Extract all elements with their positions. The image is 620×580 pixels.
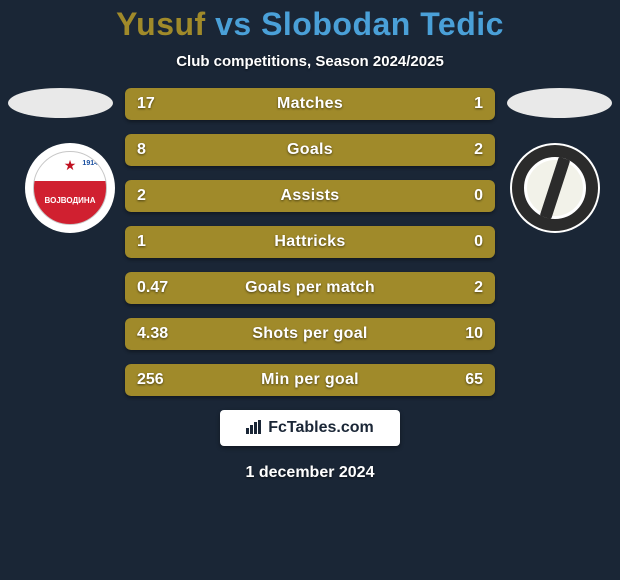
stat-label: Goals per match — [245, 279, 375, 297]
vs-separator: vs — [215, 6, 252, 42]
star-icon: ★ — [64, 158, 77, 173]
comparison-title: Yusuf vs Slobodan Tedic — [0, 0, 620, 43]
content-area: ★ 1914 ВОЈВОДИНА 17 Matches 1 8 Goals 2 2 Assis… — [0, 88, 620, 482]
stat-row: 256 Min per goal 65 — [125, 364, 495, 396]
player1-name: Yusuf — [116, 6, 206, 42]
stat-value-right: 65 — [465, 371, 483, 389]
stat-label: Hattricks — [274, 233, 345, 251]
stat-row: 2 Assists 0 — [125, 180, 495, 212]
stat-row: 0.47 Goals per match 2 — [125, 272, 495, 304]
stat-value-left: 4.38 — [137, 325, 168, 343]
player2-name: Slobodan Tedic — [261, 6, 504, 42]
stat-value-left: 0.47 — [137, 279, 168, 297]
chart-icon — [246, 420, 262, 437]
stat-rows: 17 Matches 1 8 Goals 2 2 Assists 0 1 Hattricks 0 0.4… — [125, 88, 495, 396]
stat-row: 4.38 Shots per goal 10 — [125, 318, 495, 350]
brand-badge: FcTables.com — [220, 410, 400, 446]
footer-date: 1 december 2024 — [0, 464, 620, 482]
badge-left-text: ВОЈВОДИНА — [34, 197, 106, 206]
stat-value-left: 17 — [137, 95, 155, 113]
stat-row: 1 Hattricks 0 — [125, 226, 495, 258]
subtitle: Club competitions, Season 2024/2025 — [0, 53, 620, 70]
stat-label: Goals — [287, 141, 333, 159]
badge-left-year: 1914 — [82, 160, 98, 168]
club-badge-right — [510, 143, 600, 233]
stat-value-right: 1 — [474, 95, 483, 113]
stat-label: Assists — [280, 187, 339, 205]
stat-row: 17 Matches 1 — [125, 88, 495, 120]
stat-row: 8 Goals 2 — [125, 134, 495, 166]
stat-value-right: 0 — [474, 187, 483, 205]
stat-value-right: 2 — [474, 279, 483, 297]
stat-value-left: 2 — [137, 187, 146, 205]
stat-label: Min per goal — [261, 371, 359, 389]
stat-value-right: 10 — [465, 325, 483, 343]
stat-label: Matches — [277, 95, 343, 113]
player2-photo-placeholder — [507, 88, 612, 118]
brand-text: FcTables.com — [268, 419, 374, 437]
club-badge-left: ★ 1914 ВОЈВОДИНА — [25, 143, 115, 233]
stat-label: Shots per goal — [252, 325, 367, 343]
stat-value-left: 256 — [137, 371, 164, 389]
stat-value-right: 0 — [474, 233, 483, 251]
stat-value-right: 2 — [474, 141, 483, 159]
stat-value-left: 8 — [137, 141, 146, 159]
player1-photo-placeholder — [8, 88, 113, 118]
stat-value-left: 1 — [137, 233, 146, 251]
